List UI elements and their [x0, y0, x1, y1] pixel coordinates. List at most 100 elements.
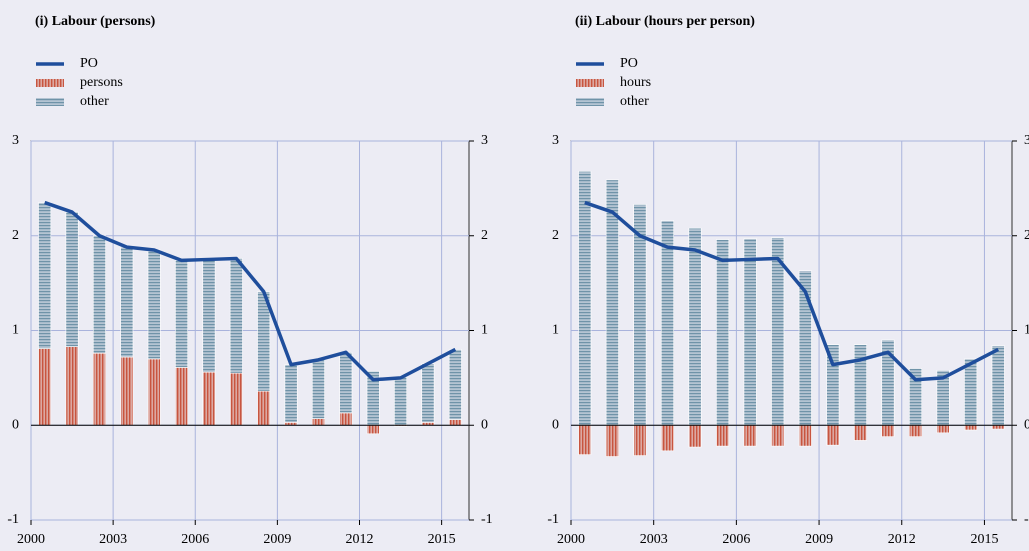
legend-swatch	[36, 98, 64, 106]
y2-tick-label: 0	[1024, 417, 1029, 432]
x-tick-label: 2009	[263, 532, 291, 547]
x-tick-label: 2003	[640, 532, 668, 547]
x-tick-label: 2006	[181, 532, 209, 547]
bar	[284, 364, 298, 423]
bar	[688, 227, 702, 426]
bar	[65, 211, 79, 347]
bar	[826, 424, 840, 446]
x-tick-label: 2012	[888, 532, 916, 547]
legend-label: other	[620, 94, 649, 109]
legend-label: persons	[80, 75, 123, 90]
y2-tick-label: 2	[1024, 228, 1029, 243]
x-tick-label: 2000	[17, 532, 45, 547]
y-tick-label: 3	[12, 133, 19, 148]
bar	[743, 424, 757, 447]
bar	[660, 424, 674, 452]
bar	[909, 424, 923, 437]
bar	[65, 346, 79, 426]
bar	[716, 424, 730, 447]
bar	[991, 424, 1005, 430]
bar	[448, 419, 462, 426]
x-tick-label: 2015	[970, 532, 998, 547]
bar	[798, 424, 812, 447]
bar	[578, 171, 592, 426]
y2-tick-label: 0	[481, 417, 488, 432]
bar	[339, 412, 353, 426]
x-tick-label: 2003	[99, 532, 127, 547]
bar	[688, 424, 702, 448]
bar	[175, 260, 189, 368]
bar	[202, 371, 216, 426]
y2-tick-label: -1	[1024, 512, 1029, 527]
y2-tick-label: 2	[481, 228, 488, 243]
y2-tick-label: 3	[1024, 133, 1029, 148]
bar	[421, 363, 435, 423]
bar	[394, 376, 408, 426]
bar	[120, 246, 134, 358]
bar	[964, 424, 978, 431]
bar	[311, 418, 325, 426]
x-tick-label: 2000	[557, 532, 585, 547]
bar	[991, 345, 1005, 426]
bar	[605, 424, 619, 457]
bar	[771, 424, 785, 447]
legend-label: PO	[80, 56, 98, 71]
x-tick-label: 2009	[805, 532, 833, 547]
bar	[229, 372, 243, 426]
bar	[202, 259, 216, 373]
y2-tick-label: 3	[481, 133, 488, 148]
bar	[38, 202, 52, 349]
bar	[257, 390, 271, 426]
line	[584, 200, 1000, 382]
x-tick-label: 2012	[346, 532, 374, 547]
chart-title: (ii) Labour (hours per person)	[575, 14, 755, 29]
x-tick-label: 2006	[722, 532, 750, 547]
bar	[38, 348, 52, 426]
y-tick-label: 0	[12, 417, 19, 432]
chart-title: (i) Labour (persons)	[35, 14, 156, 29]
bar	[936, 424, 950, 434]
bar	[853, 424, 867, 441]
bar	[448, 349, 462, 420]
y-tick-label: 1	[12, 323, 19, 338]
x-tick-label: 2015	[428, 532, 456, 547]
y2-tick-label: 1	[1024, 323, 1029, 338]
legend-label: hours	[620, 75, 651, 90]
y2-tick-label: -1	[481, 512, 493, 527]
bar	[881, 424, 895, 437]
bar	[147, 249, 161, 360]
bar	[92, 235, 106, 354]
legend-label: PO	[620, 56, 638, 71]
legend-swatch	[576, 79, 604, 87]
bar	[633, 424, 647, 456]
bar	[578, 424, 592, 455]
y2-tick-label: 1	[481, 323, 488, 338]
bar	[229, 258, 243, 374]
line	[44, 200, 457, 382]
y-tick-label: 2	[552, 228, 559, 243]
y-tick-label: 3	[552, 133, 559, 148]
y-tick-label: 0	[552, 417, 559, 432]
y-tick-label: -1	[547, 512, 559, 527]
y-tick-label: -1	[7, 512, 19, 527]
bar	[147, 358, 161, 426]
bar	[339, 351, 353, 414]
bar	[660, 220, 674, 426]
bar	[853, 344, 867, 426]
bar	[366, 424, 380, 435]
bar	[964, 358, 978, 426]
y-tick-label: 1	[552, 323, 559, 338]
bar	[120, 356, 134, 426]
bar	[175, 367, 189, 426]
legend-swatch	[36, 79, 64, 87]
bar	[743, 238, 757, 426]
bar	[311, 359, 325, 419]
legend-swatch	[576, 98, 604, 106]
bar	[716, 239, 730, 426]
bar	[92, 352, 106, 426]
y-tick-label: 2	[12, 228, 19, 243]
legend-label: other	[80, 94, 109, 109]
